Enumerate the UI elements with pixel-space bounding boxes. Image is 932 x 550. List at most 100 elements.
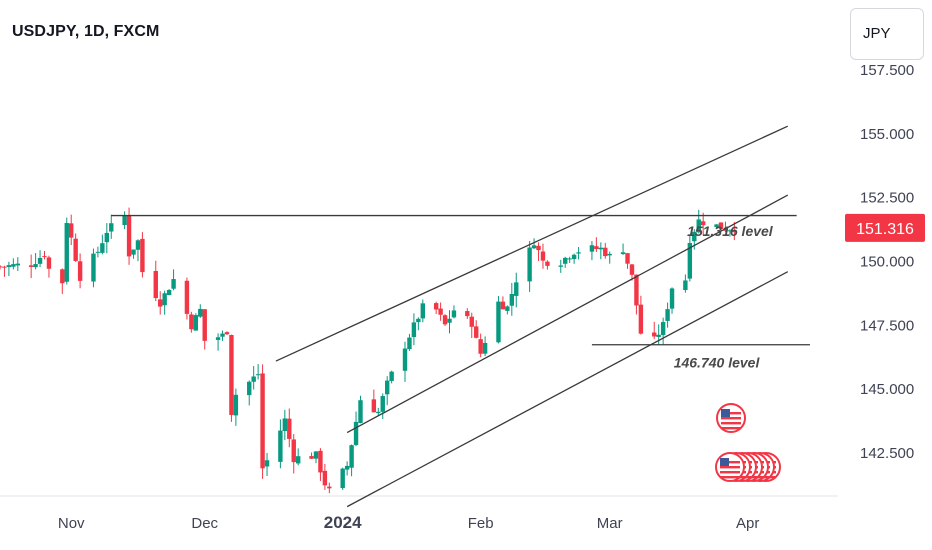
candle-body [215,337,221,340]
candle-body [683,280,688,290]
candle-body [255,374,261,376]
candle-body [353,421,359,445]
candle-body [11,264,16,267]
candle-body [665,309,670,321]
candle-body [318,450,323,473]
candle-body [233,394,239,416]
candle-body [344,465,350,470]
candle-body [723,228,728,231]
candle-body [189,314,194,330]
candle-body [558,265,563,267]
candle-body [620,252,626,255]
candle-body [496,301,501,343]
flag-stripe [720,471,740,474]
candle-body [313,451,319,459]
candle-body [478,339,483,354]
flag-stripe [721,422,741,425]
candle-body [73,238,78,261]
candle-body [229,334,234,415]
candle-body [527,247,532,282]
candle-body [327,486,332,489]
candle-body [264,460,270,467]
candle-body [563,257,568,264]
candle-body [220,333,225,337]
candle-body [660,322,666,336]
x-tick-label: 2024 [324,513,362,532]
candle-body [322,470,328,486]
candle-body [131,249,136,255]
candle-body [571,254,577,260]
candle-body [402,348,408,371]
candle-body [166,289,172,296]
candle-body [514,282,519,296]
channel-trend-line[interactable] [275,125,789,362]
candle-body [69,223,74,238]
x-tick-label: Mar [597,515,623,532]
flag-stripe [721,427,741,430]
channel-trend-line[interactable] [346,194,789,434]
candle-body [416,318,421,323]
candle-body [278,430,283,462]
candle-body [634,274,639,306]
candle-body [451,310,457,318]
y-tick-label: 142.500 [860,445,914,462]
candle-body [184,280,190,314]
candle-body [433,303,439,310]
candle-body [509,294,515,306]
x-tick-label: Dec [191,515,218,532]
candle-body [37,257,43,264]
candle-body [171,279,176,289]
candle-body [309,456,314,459]
candle-body [531,245,537,249]
candle-body [162,293,167,306]
candle-body [140,238,145,273]
candle-body [104,232,110,243]
candle-body [447,318,452,323]
candle-body [505,306,510,311]
candle-body [567,258,572,260]
candle-body [42,256,47,258]
candle-body [589,245,595,252]
candle-body [669,288,675,309]
candle-body [411,322,417,338]
candle-body [340,468,345,489]
candle-body [95,251,101,253]
candle-body [0,266,3,268]
candle-body [247,381,252,396]
y-tick-label: 155.000 [860,126,914,143]
y-tick-label: 150.000 [860,254,914,271]
candle-body [714,224,719,228]
channel-trend-line[interactable] [346,271,789,508]
candle-body [384,380,390,395]
flag-canton [721,409,730,417]
candle-body [349,445,354,468]
x-tick-label: Feb [468,515,494,532]
candle-body [638,304,644,334]
candle-body [91,253,96,282]
currency-selector[interactable]: JPY [850,8,924,60]
candle-body [295,456,301,464]
candle-body [594,246,599,250]
candle-body [153,270,158,299]
candle-body [629,264,635,275]
candle-body [371,399,377,413]
candle-body [598,247,604,250]
candle-body [122,215,127,226]
currency-label: JPY [863,25,891,42]
candle-body [202,309,207,341]
candle-body [700,221,706,226]
candle-body [389,371,394,381]
candle-body [15,263,21,266]
candle-body [603,247,608,257]
candle-body [465,311,470,317]
candle-body [358,400,363,423]
y-tick-label: 147.500 [860,317,914,334]
candle-body [696,219,701,233]
flag-stripe [721,412,741,415]
candle-body [540,251,546,261]
candle-body [692,231,697,242]
candle-body [687,242,693,279]
candle-body [438,308,443,315]
candle-body [282,418,288,431]
